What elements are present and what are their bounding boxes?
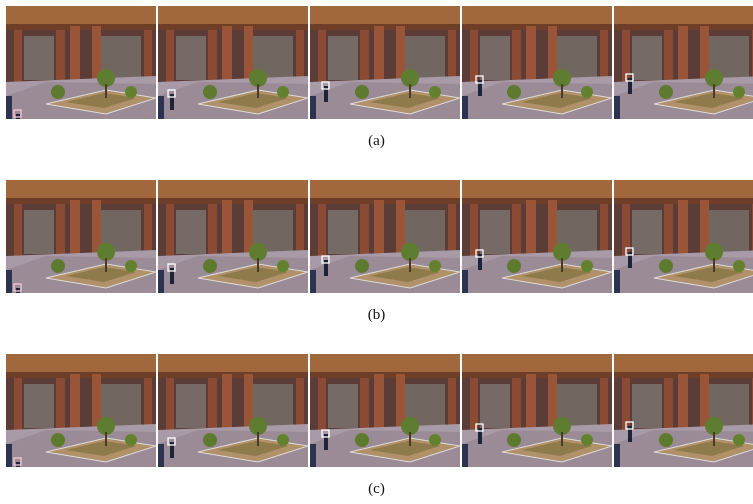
figure: (a) (b) (c) bbox=[0, 0, 753, 504]
video-frame bbox=[462, 180, 612, 293]
video-frame bbox=[462, 6, 612, 119]
caption: (a) bbox=[0, 133, 753, 150]
frames bbox=[0, 354, 753, 467]
image-row bbox=[0, 180, 753, 293]
video-frame bbox=[310, 6, 460, 119]
video-frame bbox=[6, 354, 156, 467]
video-frame bbox=[462, 354, 612, 467]
caption: (c) bbox=[0, 481, 753, 498]
video-frame bbox=[6, 180, 156, 293]
caption: (b) bbox=[0, 307, 753, 324]
image-row bbox=[0, 354, 753, 467]
image-row bbox=[0, 6, 753, 119]
video-frame bbox=[310, 354, 460, 467]
video-frame bbox=[614, 354, 753, 467]
video-frame bbox=[158, 354, 308, 467]
frames bbox=[0, 180, 753, 293]
video-frame bbox=[6, 6, 156, 119]
video-frame bbox=[614, 6, 753, 119]
frames bbox=[0, 6, 753, 119]
video-frame bbox=[158, 180, 308, 293]
video-frame bbox=[310, 180, 460, 293]
video-frame bbox=[158, 6, 308, 119]
video-frame bbox=[614, 180, 753, 293]
